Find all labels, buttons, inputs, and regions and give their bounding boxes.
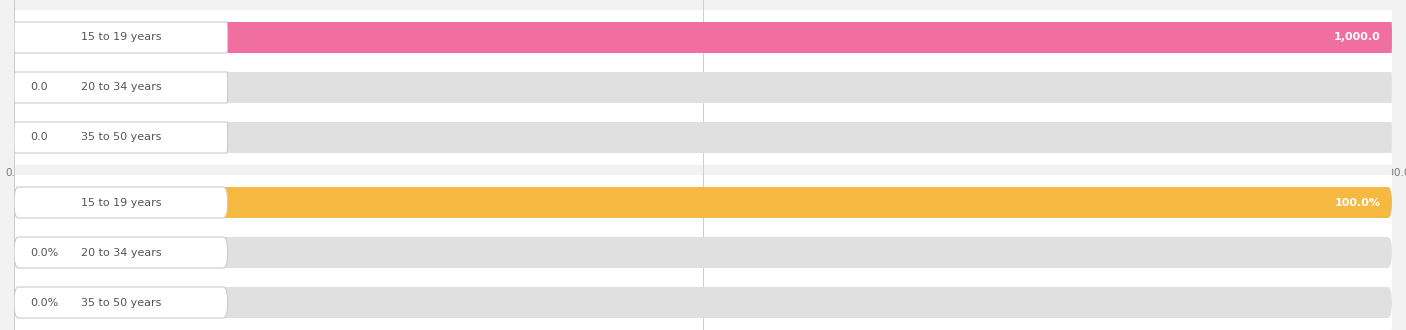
FancyBboxPatch shape bbox=[14, 122, 228, 153]
FancyBboxPatch shape bbox=[14, 10, 1392, 165]
FancyBboxPatch shape bbox=[14, 237, 1392, 268]
FancyBboxPatch shape bbox=[14, 287, 228, 318]
FancyBboxPatch shape bbox=[14, 22, 1392, 53]
Text: 35 to 50 years: 35 to 50 years bbox=[80, 133, 162, 143]
FancyBboxPatch shape bbox=[14, 187, 1392, 218]
FancyBboxPatch shape bbox=[14, 122, 1392, 153]
FancyBboxPatch shape bbox=[14, 287, 1392, 318]
FancyBboxPatch shape bbox=[14, 187, 1392, 218]
FancyBboxPatch shape bbox=[14, 72, 1392, 103]
Text: 0.0%: 0.0% bbox=[31, 298, 59, 308]
Text: 0.0%: 0.0% bbox=[31, 248, 59, 257]
Text: 35 to 50 years: 35 to 50 years bbox=[80, 298, 162, 308]
FancyBboxPatch shape bbox=[14, 175, 1392, 330]
Text: 20 to 34 years: 20 to 34 years bbox=[80, 82, 162, 92]
Text: 20 to 34 years: 20 to 34 years bbox=[80, 248, 162, 257]
Text: 100.0%: 100.0% bbox=[1334, 197, 1381, 208]
Text: 0.0: 0.0 bbox=[31, 133, 48, 143]
FancyBboxPatch shape bbox=[14, 72, 228, 103]
Text: 1,000.0: 1,000.0 bbox=[1334, 32, 1381, 43]
FancyBboxPatch shape bbox=[14, 237, 228, 268]
FancyBboxPatch shape bbox=[14, 22, 228, 53]
FancyBboxPatch shape bbox=[14, 22, 1392, 53]
Text: 15 to 19 years: 15 to 19 years bbox=[80, 197, 162, 208]
Text: 15 to 19 years: 15 to 19 years bbox=[80, 32, 162, 43]
Text: 0.0: 0.0 bbox=[31, 82, 48, 92]
FancyBboxPatch shape bbox=[14, 187, 228, 218]
